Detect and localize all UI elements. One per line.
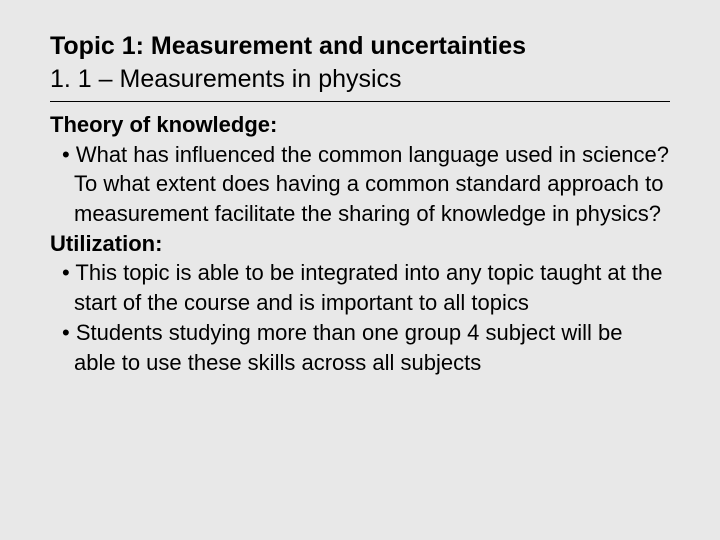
topic-subtitle: 1. 1 – Measurements in physics [50, 63, 670, 96]
theory-heading: Theory of knowledge: [50, 110, 670, 140]
utilization-heading: Utilization: [50, 229, 670, 259]
topic-title: Topic 1: Measurement and uncertainties [50, 30, 670, 63]
slide-header: Topic 1: Measurement and uncertainties 1… [50, 30, 670, 95]
header-divider [50, 101, 670, 102]
utilization-bullet-2: • Students studying more than one group … [50, 318, 670, 377]
content-box: Theory of knowledge: • What has influenc… [50, 110, 670, 377]
theory-bullet-1: • What has influenced the common languag… [50, 140, 670, 229]
utilization-bullet-1: • This topic is able to be integrated in… [50, 258, 670, 317]
